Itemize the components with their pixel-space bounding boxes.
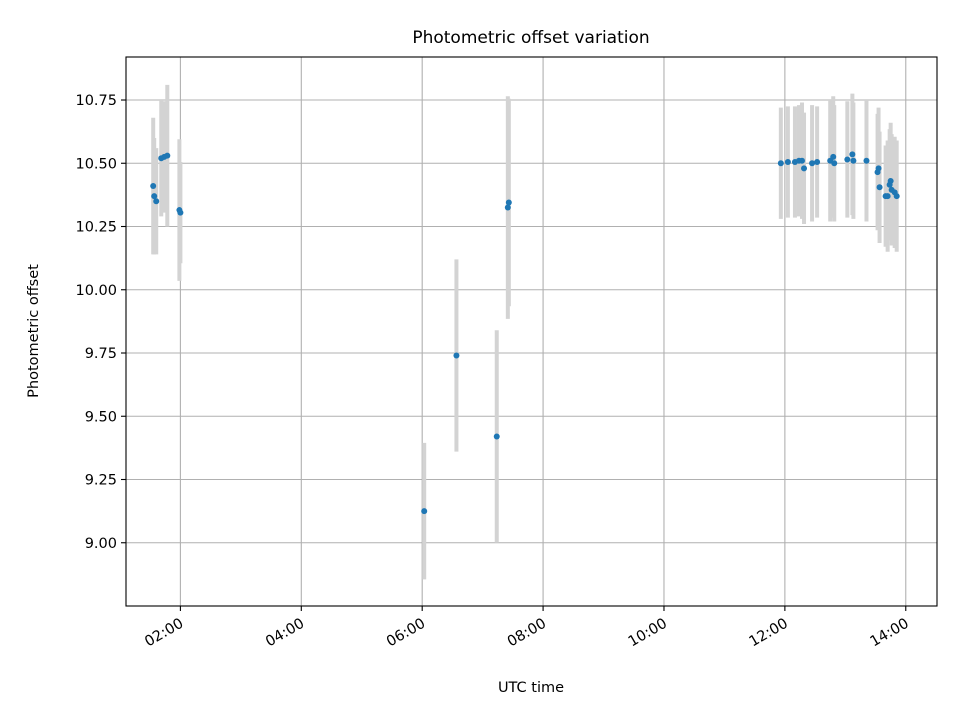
data-point (777, 160, 784, 167)
data-point (801, 165, 808, 172)
plot-frame (125, 56, 938, 607)
data-point (493, 433, 500, 440)
y-axis: 9.00 9.25 9.50 9.75 10.00 10.25 10.50 10.75 (75, 93, 126, 552)
data-point (830, 153, 837, 160)
data-point (831, 160, 838, 167)
data-point (884, 193, 891, 200)
data-point (784, 158, 791, 165)
data-point (177, 209, 184, 216)
data-point (893, 193, 900, 200)
gridlines (126, 57, 937, 606)
data-point (799, 157, 806, 164)
y-tick-label: 10.00 (75, 283, 117, 299)
data-point (504, 204, 511, 211)
data-points (150, 151, 900, 515)
data-point (505, 199, 512, 206)
data-point (850, 157, 857, 164)
data-point (453, 352, 460, 359)
y-tick-label: 9.25 (85, 473, 117, 489)
y-tick-label: 9.75 (85, 346, 117, 362)
data-point (421, 508, 428, 515)
x-axis-label: UTC time (498, 680, 564, 696)
data-point (887, 177, 894, 184)
data-point (809, 160, 816, 167)
y-tick-label: 10.75 (75, 93, 117, 109)
y-tick-label: 10.25 (75, 220, 117, 236)
data-point (150, 183, 157, 190)
data-point (849, 151, 856, 158)
y-tick-label: 10.50 (75, 156, 117, 172)
data-point (844, 156, 851, 163)
y-axis-label: Photometric offset (26, 264, 42, 398)
data-point (814, 158, 821, 165)
data-point (863, 157, 870, 164)
data-point (153, 198, 160, 205)
data-point (876, 184, 883, 191)
y-tick-label: 9.50 (85, 409, 117, 425)
y-tick-label: 9.00 (85, 536, 117, 552)
data-point (151, 193, 158, 200)
data-point (875, 165, 882, 172)
data-point (164, 152, 171, 159)
chart-title: Photometric offset variation (412, 28, 649, 48)
